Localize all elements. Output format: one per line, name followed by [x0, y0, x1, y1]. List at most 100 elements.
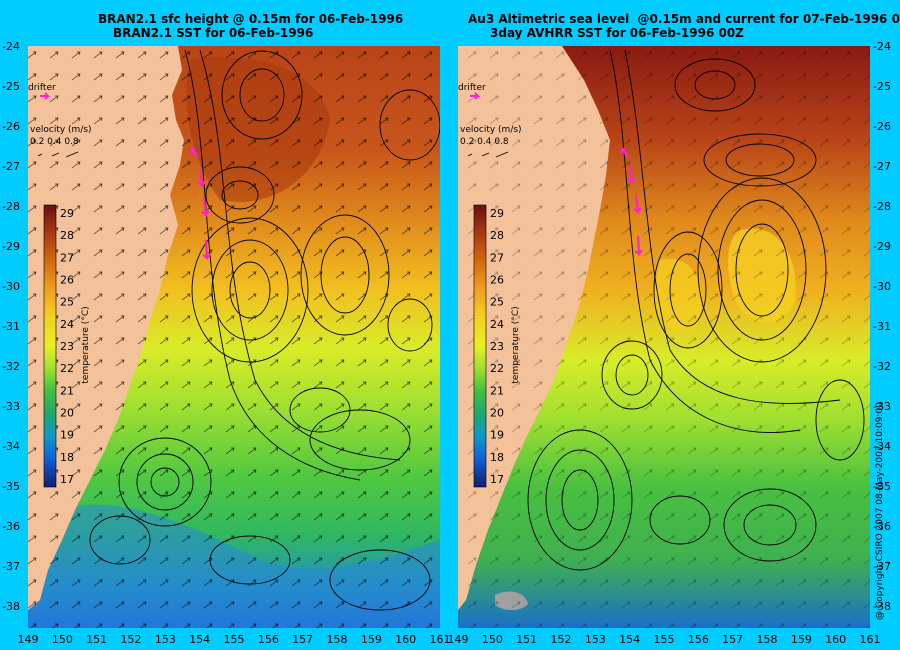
left-latitude-axis: -24 -25 -26 -27 -28 -29 -30 -31 -32 -33 -34 -35 -36 -… [2, 40, 20, 613]
right-drifter-track [619, 147, 643, 257]
right-sea-level-contours [527, 49, 865, 571]
lon-tick-label: 150 [52, 633, 73, 646]
lat-tick-label: -36 [873, 520, 891, 533]
lat-tick-label: -24 [873, 40, 891, 53]
lat-tick-label: -31 [873, 320, 891, 333]
lon-tick-label: 158 [327, 633, 348, 646]
colorbar-tick-label: 18 [490, 451, 504, 464]
colorbar-tick-label: 20 [60, 407, 74, 420]
colorbar-tick-label: 28 [60, 229, 74, 242]
lon-tick-label: 156 [258, 633, 279, 646]
lat-tick-label: -33 [873, 400, 891, 413]
colorbar-tick-label: 21 [490, 384, 504, 397]
lat-tick-label: -28 [873, 200, 891, 213]
right-longitude-axis: 149 150 151 152 153 154 155 156 157 158 159 160 161 [448, 633, 881, 646]
colorbar-tick-label: 25 [490, 296, 504, 309]
left-velocity-scale: 0.2 0.4 0.8 [30, 137, 79, 147]
left-velocity-label: velocity (m/s) [30, 125, 92, 135]
left-longitude-axis: 149 150 151 152 153 154 155 156 157 158 159 160 161 [18, 633, 451, 646]
lon-tick-label: 155 [654, 633, 675, 646]
lon-tick-label: 156 [688, 633, 709, 646]
colorbar-tick-label: 17 [60, 473, 74, 486]
lon-tick-label: 151 [86, 633, 107, 646]
colorbar-tick-label: 20 [490, 407, 504, 420]
lon-tick-label: 161 [430, 633, 451, 646]
right-title-line2: 3day AVHRR SST for 06-Feb-1996 00Z [490, 26, 744, 40]
colorbar-tick-label: 22 [490, 362, 504, 375]
colorbar-tick-label: 22 [60, 362, 74, 375]
lat-tick-label: -30 [2, 280, 20, 293]
lon-tick-label: 149 [18, 633, 39, 646]
lon-tick-label: 159 [791, 633, 812, 646]
left-drifter-legend-arrow [40, 92, 51, 100]
lon-tick-label: 157 [722, 633, 743, 646]
colorbar-tick-label: 28 [490, 229, 504, 242]
lat-tick-label: -36 [2, 520, 20, 533]
lat-tick-label: -37 [2, 560, 20, 573]
right-velocity-label: velocity (m/s) [460, 125, 522, 135]
lat-tick-label: -26 [873, 120, 891, 133]
right-latitude-axis: -24 -25 -26 -27 -28 -29 -30 -31 -32 -33 -34 -35 -36 -… [873, 40, 891, 613]
colorbar-tick-label: 21 [60, 384, 74, 397]
right-velocity-scale-arrows [467, 151, 509, 158]
colorbar-tick-label: 23 [60, 340, 74, 353]
lat-tick-label: -29 [873, 240, 891, 253]
lat-tick-label: -28 [2, 200, 20, 213]
colorbar-tick-label: 24 [60, 318, 74, 331]
colorbar-tick-label: 24 [490, 318, 504, 331]
lat-tick-label: -32 [873, 360, 891, 373]
lon-tick-label: 154 [189, 633, 210, 646]
right-velocity-vectors [458, 46, 870, 628]
colorbar-tick-label: 29 [490, 207, 504, 220]
left-drifter-label: drifter [28, 83, 56, 93]
left-title-line1: BRAN2.1 sfc height @ 0.15m for 06-Feb-19… [98, 12, 404, 26]
left-velocity-scale-arrows [37, 151, 79, 158]
lat-tick-label: -27 [873, 160, 891, 173]
lat-tick-label: -24 [2, 40, 20, 53]
lat-tick-label: -35 [2, 480, 20, 493]
lat-tick-label: -34 [873, 440, 891, 453]
lat-tick-label: -32 [2, 360, 20, 373]
colorbar-tick-label: 17 [490, 473, 504, 486]
colorbar-tick-label: 19 [60, 429, 74, 442]
right-title-line1: Au3 Altimetric sea level @0.15m and curr… [468, 12, 900, 26]
right-map-panel [458, 46, 870, 628]
lat-tick-label: -35 [873, 480, 891, 493]
right-velocity-scale: 0.2 0.4 0.8 [460, 137, 509, 147]
lat-tick-label: -31 [2, 320, 20, 333]
lat-tick-label: -25 [873, 80, 891, 93]
colorbar-tick-label: 26 [490, 274, 504, 287]
lon-tick-label: 152 [121, 633, 142, 646]
lon-tick-label: 153 [585, 633, 606, 646]
colorbar-tick-label: 18 [60, 451, 74, 464]
colorbar-tick-label: 27 [490, 251, 504, 264]
right-colorbar: 29 28 27 26 25 24 23 22 21 20 19 18 17 temperature (… [473, 204, 521, 488]
lat-tick-label: -30 [873, 280, 891, 293]
lon-tick-label: 158 [757, 633, 778, 646]
lat-tick-label: -38 [873, 600, 891, 613]
lon-tick-label: 151 [516, 633, 537, 646]
copyright-text: @ Copyright CSIRO 2007 08-May-2007 10:09… [875, 402, 885, 620]
lat-tick-label: -26 [2, 120, 20, 133]
lon-tick-label: 160 [395, 633, 416, 646]
right-drifter-label: drifter [458, 83, 486, 93]
lat-tick-label: -34 [2, 440, 20, 453]
lon-tick-label: 161 [860, 633, 881, 646]
lon-tick-label: 153 [155, 633, 176, 646]
left-colorbar: 29 28 27 26 25 24 23 22 21 20 19 18 17 temperature (… [43, 204, 91, 488]
lon-tick-label: 150 [482, 633, 503, 646]
colorbar-tick-label: 29 [60, 207, 74, 220]
lat-tick-label: -29 [2, 240, 20, 253]
lat-tick-label: -27 [2, 160, 20, 173]
lon-tick-label: 155 [224, 633, 245, 646]
colorbar-tick-label: 27 [60, 251, 74, 264]
colorbar-tick-label: 25 [60, 296, 74, 309]
lat-tick-label: -38 [2, 600, 20, 613]
colorbar-tick-label: 19 [490, 429, 504, 442]
lat-tick-label: -25 [2, 80, 20, 93]
lon-tick-label: 159 [361, 633, 382, 646]
right-drifter-legend-arrow [470, 92, 481, 100]
left-map-panel [28, 46, 440, 628]
left-colorbar-label: temperature (°C) [81, 306, 91, 383]
